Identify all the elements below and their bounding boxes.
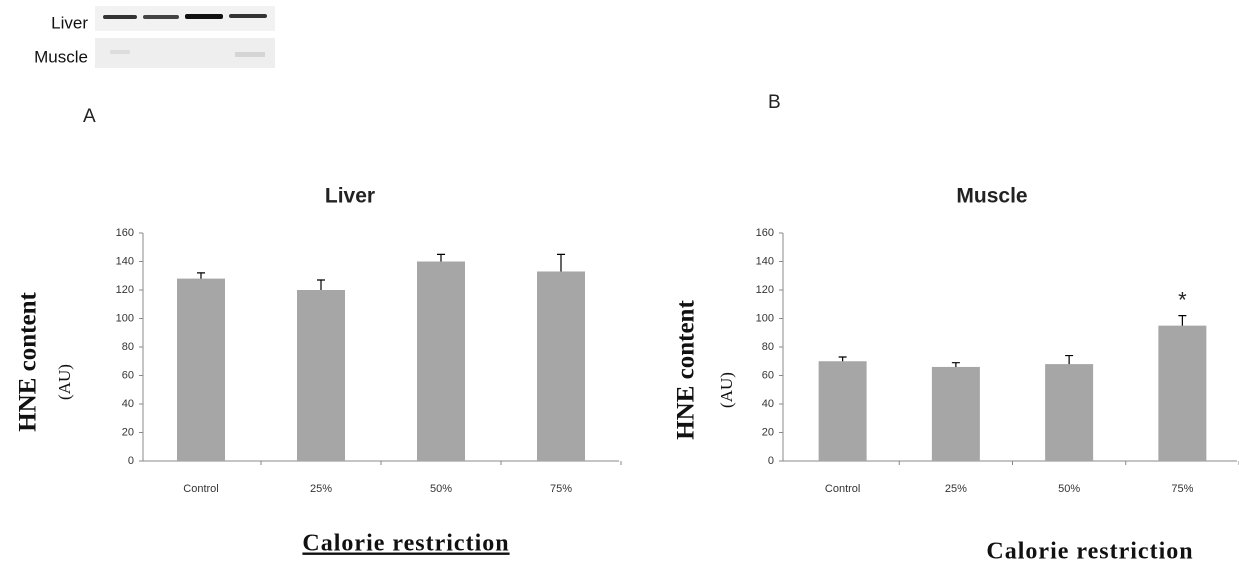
y-tick-label: 60: [122, 369, 134, 381]
y-tick-label: 0: [128, 455, 134, 467]
error-bar: [317, 280, 325, 290]
error-bar: [839, 357, 847, 361]
blot-label: Liver: [51, 13, 88, 32]
y-tick-label: 0: [768, 455, 774, 467]
y-tick-label: 100: [756, 312, 774, 324]
y-tick-label: 140: [756, 255, 774, 267]
x-tick-label: 25%: [945, 483, 967, 495]
x-tick-label: 75%: [1171, 483, 1193, 495]
x-tick-label: 25%: [310, 483, 332, 495]
x-tick-label: 50%: [430, 483, 452, 495]
y-tick-label: 140: [116, 255, 134, 267]
panel-label: B: [768, 92, 781, 113]
panel-label: A: [83, 106, 96, 127]
y-tick-label: 80: [762, 341, 774, 353]
bar: [819, 361, 867, 461]
blot-image: [95, 6, 275, 68]
bar: [537, 271, 585, 461]
x-tick-label: 50%: [1058, 483, 1080, 495]
error-bar: [1178, 316, 1186, 326]
error-bar: [557, 254, 565, 271]
figure: Liver Muscle A Liver HNE content (AU) Calori…: [0, 0, 1239, 567]
error-bar: [197, 273, 205, 279]
bar: [1045, 364, 1093, 461]
bar: [177, 279, 225, 461]
x-tick-label: 75%: [550, 483, 572, 495]
y-tick-label: 20: [762, 426, 774, 438]
error-bar: [1065, 356, 1073, 365]
error-bar: [437, 254, 445, 261]
y-tick-label: 40: [762, 398, 774, 410]
y-tick-label: 80: [122, 341, 134, 353]
y-axis-unit: (AU): [717, 372, 736, 408]
bar: [297, 290, 345, 461]
y-axis-unit: (AU): [55, 364, 74, 400]
x-tick-label: Control: [183, 483, 218, 495]
x-tick-label: Control: [825, 483, 860, 495]
chart-title: Liver: [325, 185, 375, 208]
bar: [417, 262, 465, 462]
y-axis-label: HNE content: [673, 300, 700, 440]
y-tick-label: 160: [756, 227, 774, 239]
bar: [1158, 326, 1206, 461]
y-tick-label: 120: [116, 284, 134, 296]
x-axis-label: Calorie restriction: [986, 539, 1193, 565]
error-bar: [952, 363, 960, 367]
bar: [932, 367, 980, 461]
y-tick-label: 20: [122, 426, 134, 438]
y-tick-label: 120: [756, 284, 774, 296]
y-tick-label: 40: [122, 398, 134, 410]
chart-title: Muscle: [956, 185, 1027, 208]
y-tick-label: 100: [116, 312, 134, 324]
blot-label: Muscle: [34, 47, 88, 66]
y-axis-label: HNE content: [15, 292, 42, 432]
annotation: *: [1178, 287, 1187, 312]
x-axis-label: Calorie restriction: [302, 531, 509, 557]
y-tick-label: 60: [762, 369, 774, 381]
y-tick-label: 160: [116, 227, 134, 239]
